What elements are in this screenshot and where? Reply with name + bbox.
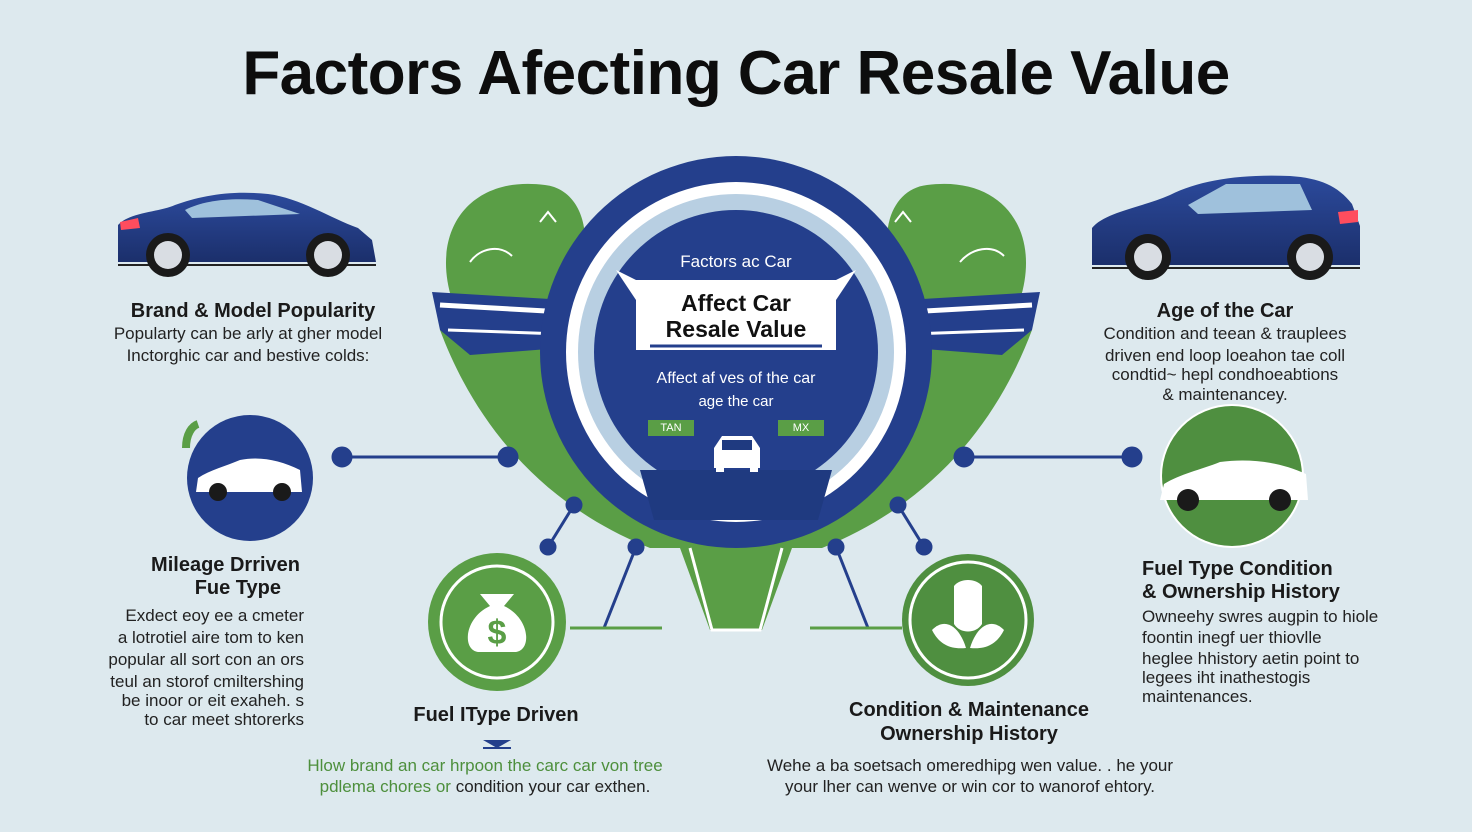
money-bag-icon: $ (428, 553, 566, 691)
fuel-ownership-heading-1: Fuel Type Condition (1142, 558, 1333, 580)
hub-tag-left: TAN (660, 422, 682, 434)
mileage-heading-1: Mileage Drriven (151, 554, 300, 576)
hub-sub-line2: age the car (698, 393, 774, 410)
bottom-left-line-1: Hlow brand an car hrpoon the carc car vo… (270, 755, 700, 777)
hub-tag-right: MX (792, 422, 810, 434)
age-line-1: Condition and teean & trauplees (1103, 324, 1347, 343)
chevron-down-icon (483, 740, 511, 748)
condition-heading-1: Condition & Maintenance (849, 699, 1089, 721)
hub-tag-right-bg (778, 420, 824, 436)
hub-car-icon (714, 436, 760, 472)
age-car-illustration (1092, 175, 1360, 280)
fuel-ownership-line-5: maintenances. (1142, 687, 1253, 706)
svg-text:$: $ (488, 614, 507, 652)
page-title: Factors Afecting Car Resale Value (242, 39, 1230, 108)
bottom-left-line-2-green: pdlema chores or (319, 777, 451, 796)
central-hub (432, 156, 1040, 632)
brand-line-2: Inctorghic car and bestive colds: (126, 346, 370, 365)
brand-car-illustration (118, 192, 376, 277)
bottom-right-line-1: Wehe a ba soetsach omeredhipg wen value.… (766, 756, 1174, 775)
connectors (331, 446, 1143, 629)
condition-heading-2: Ownership History (880, 723, 1058, 745)
hub-banner-line1: Affect Car (681, 290, 791, 316)
hub-tag-left-bg (648, 420, 694, 436)
hub-top-label: Factors ac Car (680, 252, 792, 271)
fuel-ownership-line-2: foontin inegf uer thiovlle (1142, 628, 1322, 647)
leaf-icon (902, 554, 1034, 686)
age-line-3: condtid~ hepl condhoeabtions (1111, 365, 1339, 384)
mileage-line-1: Exdect eoy ee a cmeter (125, 606, 304, 625)
fuel-ownership-line-3: heglee hhistory aetin point to (1142, 649, 1360, 668)
age-line-2: driven end loop loeahon tae coll (1104, 346, 1346, 365)
fuel-ownership-car-badge (1160, 404, 1308, 548)
mileage-line-4: teul an storof cmiltershing (110, 672, 304, 691)
mileage-line-5: be inoor or eit exaheh. s (121, 691, 304, 710)
fuel-ownership-line-1: Owneehy swres augpin to hiole (1142, 607, 1379, 626)
mileage-line-2: a lotrotiel aire tom to ken (117, 628, 304, 647)
brand-heading: Brand & Model Popularity (130, 300, 376, 322)
mileage-heading-2: Fue Type (194, 577, 281, 599)
fuel-driven-heading: Fuel IType Driven (413, 704, 579, 726)
bottom-left-line-2: pdlema chores or condition your car exth… (270, 776, 700, 798)
bottom-left-line-2-rest: condition your car exthen. (450, 777, 651, 796)
age-heading: Age of the Car (1156, 300, 1294, 322)
age-line-4: & maintenancey. (1162, 385, 1288, 404)
hub-sub-line1: Affect af ves of the car (656, 370, 816, 387)
hub-banner-line2: Resale Value (665, 316, 807, 342)
mileage-line-3: popular all sort con an ors (108, 650, 304, 669)
mileage-car-badge (182, 415, 313, 541)
mileage-line-6: to car meet shtorerks (144, 710, 304, 729)
brand-line-1: Popularty can be arly at gher model (113, 324, 383, 343)
fuel-ownership-heading-2: & Ownership History (1142, 581, 1340, 603)
fuel-ownership-line-4: legees iht inathestogis (1142, 668, 1311, 687)
bottom-left-line-1-text: Hlow brand an car hrpoon the carc car vo… (307, 756, 663, 775)
bottom-right-line-2: your lher can wenve or win cor to wanoro… (784, 777, 1156, 796)
